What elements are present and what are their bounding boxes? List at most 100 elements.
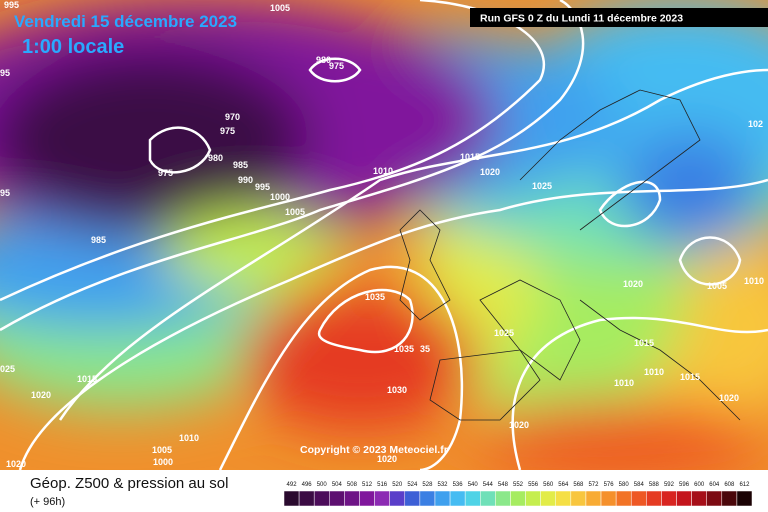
scale-swatch [313, 490, 330, 507]
scale-label: 576 [604, 482, 615, 488]
scale-label: 544 [483, 482, 494, 488]
isobar-label: 995 [4, 0, 19, 10]
scale-label: 496 [302, 482, 313, 488]
isobar-label: 1020 [623, 279, 643, 289]
scale-label: 500 [317, 482, 328, 488]
scale-label: 604 [709, 482, 720, 488]
legend-lead: (+ 96h) [30, 496, 65, 508]
isobar-labels: 1005995980975970975980985975990995100010… [0, 0, 764, 469]
isobar-label: 1010 [644, 367, 664, 377]
scale-swatch [495, 490, 511, 507]
scale-label: 580 [619, 482, 630, 488]
scale-label: 552 [513, 482, 524, 488]
isobar-label: 985 [91, 235, 106, 245]
isobar-label: 975 [158, 168, 173, 178]
isobar-label: 95 [0, 68, 10, 78]
isobar-label: 1035 [365, 292, 385, 302]
scale-label: 508 [347, 482, 358, 488]
scale-swatch [540, 490, 556, 507]
scale-swatch [736, 490, 753, 507]
isobar-label: 1025 [494, 328, 514, 338]
isobar-label: 1000 [270, 192, 290, 202]
isobar-label: 1005 [152, 445, 172, 455]
isobar-label: 1020 [6, 459, 26, 469]
isobar-label: 975 [329, 61, 344, 71]
coastlines [399, 89, 741, 421]
date: Vendredi 15 décembre 2023 [14, 12, 237, 31]
isobar-label: 1020 [480, 167, 500, 177]
scale-label: 612 [739, 482, 750, 488]
scale-swatch [600, 490, 617, 507]
scale-swatch [344, 490, 360, 507]
scale-swatch [359, 490, 375, 507]
scale-swatch [630, 490, 647, 507]
scale-label: 568 [573, 482, 584, 488]
scale-swatch [661, 490, 677, 507]
scale-label: 532 [438, 482, 449, 488]
scale-label: 556 [528, 482, 539, 488]
scale-swatch [298, 490, 315, 507]
isobar-label: 970 [225, 112, 240, 122]
color-scale: 492 496 500 504 508 512 516 520 524 528 532 536 540 5… [283, 482, 753, 507]
scale-swatch [721, 490, 738, 507]
field: 1005995980975970975980985975990995100010… [0, 0, 768, 470]
scale-swatch [525, 490, 541, 507]
time: 1:00 locale [22, 36, 124, 58]
isobar-label: 1020 [509, 420, 529, 430]
isobar-label: 1020 [31, 390, 51, 400]
scale-label: 564 [558, 482, 569, 488]
scale-swatch [419, 490, 436, 507]
scale-swatch [329, 490, 345, 507]
scale-label: 528 [422, 482, 433, 488]
scale-swatch [374, 490, 390, 507]
isobar-label: 1020 [377, 454, 397, 464]
scale-swatch [404, 490, 421, 507]
scale-label: 584 [634, 482, 645, 488]
scale-label: 600 [694, 482, 705, 488]
scale-label: 572 [588, 482, 599, 488]
isobar-label: 980 [208, 153, 223, 163]
scale-label: 548 [498, 482, 509, 488]
isobar-label: 1020 [719, 393, 739, 403]
legend-title: Géop. Z500 & pression au sol [30, 475, 228, 492]
isobar-label: 1005 [285, 207, 305, 217]
copyright: Copyright © 2023 Meteociel.fr [300, 444, 448, 456]
scale-swatch [691, 490, 707, 507]
scale-label: 540 [468, 482, 479, 488]
isobar-label: 990 [238, 175, 253, 185]
isobar-label: 1010 [614, 378, 634, 388]
isobar-label: 1030 [387, 385, 407, 395]
isobar-label: 025 [0, 364, 15, 374]
scale-label: 512 [362, 482, 373, 488]
scale-swatch [510, 490, 526, 507]
isobar-label: 1015 [634, 338, 654, 348]
isobar-label: 35 [420, 344, 430, 354]
isobars [0, 0, 768, 470]
isobar-label: 1005 [270, 3, 290, 13]
isobar-label: 1015 [680, 372, 700, 382]
scale-label: 520 [392, 482, 403, 488]
scale-label: 608 [724, 482, 735, 488]
scale-swatch [615, 490, 632, 507]
isobar-label: 1010 [179, 433, 199, 443]
scale-swatch [676, 490, 692, 507]
scale-label: 592 [664, 482, 675, 488]
scale-swatch [283, 490, 300, 507]
scale-label: 588 [649, 482, 660, 488]
isobar-label: 1015 [77, 374, 97, 384]
scale-swatch [646, 490, 662, 507]
scale-label: 504 [332, 482, 343, 488]
scale-swatch [449, 490, 466, 507]
scale-label: 560 [543, 482, 554, 488]
scale-swatch [480, 490, 496, 507]
isobar-label: 95 [0, 188, 10, 198]
scale-swatch [555, 490, 572, 507]
scale-swatch [434, 490, 451, 507]
scale-label: 536 [453, 482, 464, 488]
isobar-label: 1025 [532, 181, 552, 191]
scale-swatch [585, 490, 602, 507]
isobar-label: 1010 [373, 166, 393, 176]
isobar-label: 975 [220, 126, 235, 136]
